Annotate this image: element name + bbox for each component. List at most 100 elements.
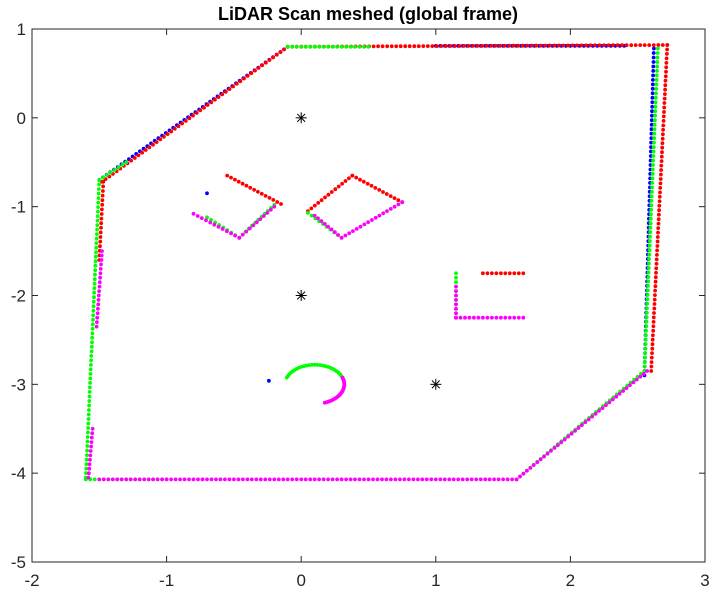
scan-point <box>216 95 221 99</box>
scan-point <box>651 51 656 55</box>
scan-point <box>344 477 348 482</box>
scan-point <box>562 437 567 442</box>
scan-point <box>514 477 519 482</box>
scan-point <box>285 477 290 482</box>
scan-point <box>142 477 147 482</box>
scan-point <box>651 320 656 324</box>
scan-point <box>661 114 666 119</box>
scan-point <box>366 477 371 482</box>
scan-point <box>312 362 317 367</box>
scan-point <box>317 44 321 49</box>
scan-point <box>165 132 170 137</box>
scan-point <box>660 141 665 146</box>
scan-point <box>237 235 242 240</box>
scan-point <box>652 306 657 311</box>
scan-point <box>658 181 663 186</box>
scan-point <box>573 429 577 433</box>
scan-point <box>276 477 281 482</box>
scan-point <box>642 360 647 364</box>
scan-point <box>93 263 98 268</box>
scan-point <box>651 60 656 64</box>
scan-point <box>385 209 389 214</box>
scan-point <box>607 400 612 405</box>
scan-point <box>646 284 650 288</box>
scan-point <box>659 154 664 159</box>
scan-point <box>615 43 620 48</box>
scan-point <box>335 44 339 49</box>
scan-point <box>316 201 321 205</box>
scan-point <box>340 181 344 186</box>
scan-point <box>654 73 659 78</box>
scan-point <box>653 95 658 100</box>
scan-point <box>90 322 95 327</box>
scan-point <box>602 43 606 48</box>
scan-point <box>336 184 341 189</box>
plot-area <box>83 43 670 482</box>
scan-point <box>133 477 138 482</box>
scan-point <box>644 315 649 320</box>
scan-point <box>84 466 89 471</box>
scan-point <box>510 477 514 482</box>
scan-point <box>643 351 648 355</box>
scan-point <box>362 44 366 49</box>
scan-point <box>579 43 584 48</box>
scan-point <box>254 477 259 482</box>
scan-point <box>339 44 344 49</box>
scan-point <box>645 293 650 297</box>
scan-point <box>299 477 304 482</box>
scan-point <box>312 477 317 482</box>
scan-point <box>87 471 91 476</box>
scan-point <box>638 374 643 379</box>
scan-point <box>435 44 439 48</box>
scan-point <box>307 363 311 367</box>
scan-point <box>655 55 660 60</box>
scan-point <box>252 187 256 192</box>
scan-point <box>194 111 199 115</box>
scan-point <box>650 176 655 181</box>
scan-point <box>648 234 652 239</box>
scan-point <box>101 184 105 189</box>
scan-point <box>238 79 243 84</box>
scan-point <box>659 163 664 168</box>
scan-point <box>101 175 105 180</box>
scan-point <box>654 257 659 262</box>
series-blue <box>97 44 656 383</box>
scan-point <box>285 44 290 49</box>
scan-point <box>658 186 663 190</box>
scan-point <box>245 477 250 482</box>
scan-point <box>330 477 335 482</box>
scan-point <box>259 191 264 196</box>
scan-point <box>85 435 90 439</box>
scan-point <box>597 409 601 413</box>
scan-point <box>661 119 666 123</box>
scan-point <box>650 113 654 118</box>
scan-point <box>496 477 501 482</box>
scan-point <box>425 44 430 48</box>
scan-point <box>502 43 507 48</box>
scan-point <box>244 229 249 234</box>
y-tick-label: -2 <box>11 287 26 306</box>
scan-point <box>648 230 653 235</box>
scan-point <box>317 477 321 482</box>
scan-point <box>651 324 656 329</box>
scan-point <box>87 403 91 408</box>
scan-point <box>416 44 421 49</box>
scan-point <box>474 477 479 482</box>
scan-point <box>663 87 667 92</box>
scan-point <box>529 43 534 48</box>
scan-point <box>651 154 656 158</box>
scan-point <box>282 47 286 52</box>
scan-point <box>97 178 102 182</box>
scan-point <box>326 44 330 49</box>
scan-point <box>456 477 461 482</box>
scan-point <box>205 191 209 196</box>
scan-point <box>180 121 185 126</box>
scan-point <box>254 220 259 225</box>
scan-point <box>98 267 103 271</box>
scan-point <box>494 271 499 276</box>
scan-point <box>653 113 657 118</box>
scan-point <box>132 156 137 160</box>
scan-point <box>610 397 615 402</box>
scan-point <box>465 477 470 482</box>
scan-point <box>656 226 661 231</box>
